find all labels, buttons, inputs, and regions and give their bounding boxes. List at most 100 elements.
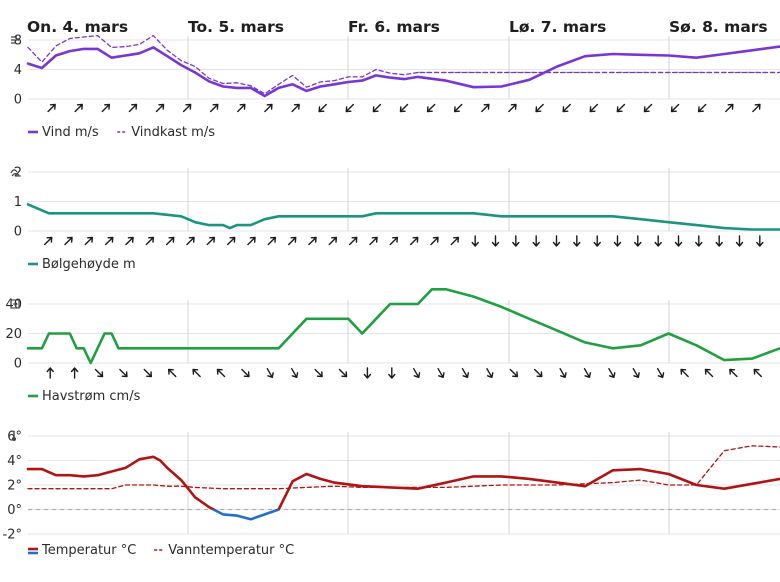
legend-label: Bølgehøyde m <box>42 257 136 272</box>
direction-arrow <box>264 103 273 113</box>
direction-arrow <box>247 236 256 246</box>
day-label-2: Fr. 6. mars <box>348 18 440 36</box>
y-tick-label: 1 <box>14 195 22 210</box>
direction-arrow <box>348 236 358 246</box>
direction-arrow <box>314 368 323 378</box>
direction-arrow <box>491 235 500 247</box>
legend-item-0: Vind m/s <box>28 125 99 140</box>
direction-arrow <box>369 236 378 246</box>
direction-arrow <box>509 368 519 378</box>
direction-arrow <box>338 368 348 378</box>
direction-arrow <box>167 368 177 378</box>
y-tick-label: 4° <box>7 454 22 469</box>
direction-arrow <box>266 367 274 379</box>
y-tick-label: 2 <box>14 166 22 181</box>
direction-arrow <box>70 367 79 379</box>
direction-arrow <box>241 368 250 378</box>
direction-arrow <box>481 103 490 113</box>
direction-arrow <box>104 236 114 246</box>
y-tick-label: 0 <box>14 93 22 108</box>
direction-arrow <box>430 236 439 246</box>
icon-stroke <box>11 36 19 44</box>
panel-wind: 0 4 8 Vind m/s Vindkast m/s <box>11 34 780 140</box>
direction-arrow <box>437 367 445 379</box>
direction-arrow <box>345 103 355 113</box>
series-line-1 <box>27 34 780 95</box>
series-line-0 <box>26 455 780 510</box>
direction-arrow <box>128 103 138 113</box>
legend-item-0: Temperatur °C <box>28 543 136 558</box>
direction-arrow <box>119 368 128 378</box>
series-line-0 <box>26 203 780 231</box>
day-label-0: On. 4. mars <box>27 18 128 36</box>
direction-arrow <box>695 235 703 247</box>
direction-arrow <box>643 103 653 113</box>
direction-arrow <box>735 235 744 247</box>
direction-arrow <box>461 367 470 379</box>
direction-arrow <box>634 235 642 247</box>
legend-label: Vind m/s <box>42 125 99 140</box>
y-tick-label: 0 <box>14 225 22 240</box>
direction-arrow <box>308 236 317 246</box>
legend-item-1: Vanntemperatur °C <box>154 543 294 558</box>
y-tick-label: -2° <box>3 528 22 543</box>
direction-arrow <box>372 103 382 113</box>
direction-arrow <box>328 236 338 246</box>
direction-arrow <box>64 236 73 246</box>
direction-arrow <box>532 235 540 247</box>
direction-arrow <box>318 103 327 113</box>
direction-arrow <box>512 235 520 247</box>
wave-icon <box>10 169 20 177</box>
direction-arrow <box>589 103 599 113</box>
y-tick-label: 4 <box>14 63 22 78</box>
direction-arrow <box>573 235 581 247</box>
direction-arrow <box>237 103 246 113</box>
direction-arrow <box>670 103 680 113</box>
day-label-1: To. 5. mars <box>188 18 284 36</box>
direction-arrow <box>388 367 396 379</box>
direction-arrow <box>752 103 761 113</box>
panel-current: 0 20 40 Havstrøm cm/s <box>5 288 780 404</box>
panel-temperature: -2°0°2°4°6°Temperatur °C Vanntemperatur °… <box>3 430 780 558</box>
day-label-4: Sø. 8. mars <box>669 18 768 36</box>
direction-arrow <box>47 103 56 113</box>
y-tick-label: 40 <box>5 298 22 313</box>
direction-arrow <box>226 236 236 246</box>
direction-arrow <box>508 103 517 113</box>
direction-arrow <box>291 103 300 113</box>
legend-item-1: Vindkast m/s <box>117 125 215 140</box>
direction-arrow <box>426 103 436 113</box>
direction-arrow <box>145 236 155 246</box>
y-tick-label: 20 <box>5 327 22 342</box>
direction-arrow <box>155 103 165 113</box>
direction-arrow <box>756 235 764 247</box>
direction-arrow <box>143 368 153 378</box>
direction-arrow <box>697 103 707 113</box>
direction-arrow <box>552 235 561 247</box>
direction-arrow <box>413 367 421 379</box>
direction-arrow <box>209 103 219 113</box>
direction-arrow <box>389 236 399 246</box>
direction-arrow <box>471 235 479 247</box>
direction-arrow <box>616 103 626 113</box>
direction-arrow <box>43 236 53 246</box>
series-line-0 <box>26 45 780 98</box>
icon-stroke <box>12 437 16 441</box>
direction-arrow <box>192 368 201 378</box>
direction-arrow <box>206 236 216 246</box>
direction-arrow <box>125 236 134 246</box>
legend-label: Havstrøm cm/s <box>42 389 141 404</box>
direction-arrow <box>715 235 723 247</box>
direction-arrow <box>533 368 543 378</box>
direction-arrow <box>399 103 409 113</box>
direction-arrow <box>593 235 601 247</box>
legend-label: Vanntemperatur °C <box>168 543 294 558</box>
direction-arrow <box>704 368 714 378</box>
y-tick-label: 8 <box>14 34 22 49</box>
series-line-1 <box>27 445 780 490</box>
direction-arrow <box>613 235 622 247</box>
direction-arrow <box>287 236 297 246</box>
day-headers: On. 4. mars To. 5. mars Fr. 6. mars Lø. … <box>27 18 768 36</box>
direction-arrow <box>291 367 299 379</box>
